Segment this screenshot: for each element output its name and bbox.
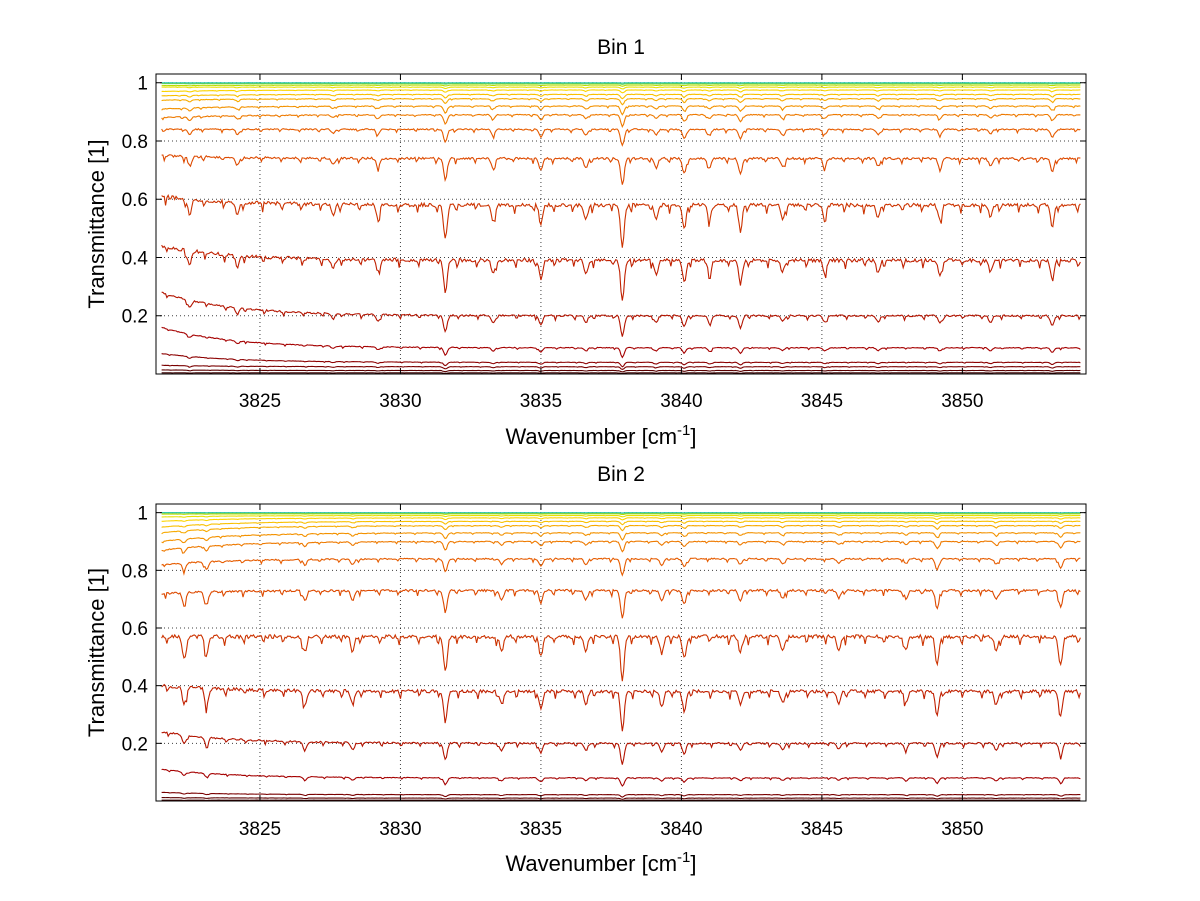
x-axis-label-suffix: ] — [690, 424, 696, 449]
x-tick-label: 3850 — [941, 391, 983, 412]
series-line — [161, 83, 1081, 85]
chart-title: Bin 2 — [597, 463, 645, 486]
y-tick-label: 0.6 — [122, 190, 148, 211]
series-line — [161, 127, 1081, 147]
y-tick-label: 1 — [137, 504, 148, 525]
y-tick-label: 0.2 — [122, 734, 148, 755]
series-line — [161, 514, 1081, 518]
y-tick-label: 0.8 — [122, 561, 148, 582]
x-tick-label: 3840 — [660, 819, 702, 840]
x-axis-label: Wavenumber [cm-1] — [505, 849, 696, 876]
x-tick-label: 3830 — [379, 391, 421, 412]
x-axis-label-text: Wavenumber [cm — [505, 851, 677, 876]
y-axis-label: Transmittance [1] — [84, 568, 109, 737]
series-line — [161, 588, 1081, 619]
plot-area — [161, 82, 1081, 374]
x-axis-label-unit-exponent: -1 — [677, 422, 690, 439]
chart-panel-1: 3825 3830 3835 3840 3845 3850 0.2 0.4 0.6 0.8 1 Bin… — [84, 36, 1087, 449]
x-axis-label-suffix: ] — [690, 851, 696, 876]
x-axis-label-unit-exponent: -1 — [677, 849, 690, 866]
series-line — [161, 93, 1081, 100]
series-line — [161, 791, 1081, 798]
series-line — [161, 513, 1081, 516]
series-line — [161, 105, 1081, 116]
series-line — [161, 683, 1081, 732]
y-tick-label: 1 — [137, 74, 148, 95]
series-line — [161, 796, 1081, 800]
series-line — [161, 97, 1081, 106]
series-line — [161, 531, 1081, 544]
chart-panel-2: 3825 3830 3835 3840 3845 3850 0.2 0.4 0.6 0.8 1 Bin… — [84, 463, 1087, 876]
series-line — [161, 194, 1081, 248]
y-tick-label: 0.4 — [122, 248, 149, 269]
plot-area — [161, 512, 1081, 801]
series-line — [161, 369, 1081, 373]
series-line — [161, 326, 1081, 359]
chart-title: Bin 1 — [597, 36, 645, 59]
series-line — [161, 291, 1081, 337]
x-tick-label: 3845 — [801, 391, 843, 412]
series-line — [161, 89, 1081, 94]
x-tick-label: 3840 — [660, 391, 702, 412]
series-line — [161, 524, 1081, 535]
series-line — [161, 520, 1081, 528]
x-axis-label: Wavenumber [cm-1] — [505, 422, 696, 449]
x-tick-label: 3845 — [801, 819, 843, 840]
series-line — [161, 768, 1081, 787]
y-tick-label: 0.2 — [122, 307, 148, 328]
x-tick-label: 3835 — [520, 391, 562, 412]
axes-frame — [155, 73, 1087, 375]
series-line — [161, 540, 1081, 554]
x-tick-label: 3825 — [239, 391, 281, 412]
series-line — [161, 517, 1081, 522]
x-tick-label: 3825 — [239, 819, 281, 840]
series-line — [161, 154, 1081, 185]
series-line — [161, 633, 1081, 682]
series-line — [161, 86, 1081, 90]
y-tick-label: 0.8 — [122, 132, 148, 153]
x-tick-label: 3850 — [941, 819, 983, 840]
x-tick-label: 3830 — [379, 819, 421, 840]
series-line — [161, 84, 1081, 87]
y-tick-label: 0.4 — [122, 677, 149, 698]
series-line — [161, 364, 1081, 371]
series-line — [161, 244, 1081, 301]
series-line — [161, 113, 1081, 129]
series-line — [161, 372, 1081, 374]
y-tick-label: 0.6 — [122, 619, 148, 640]
x-axis-label-text: Wavenumber [cm — [505, 424, 677, 449]
series-line — [161, 353, 1081, 368]
y-axis-label: Transmittance [1] — [84, 139, 109, 308]
series-line — [161, 557, 1081, 577]
axes-frame — [155, 503, 1087, 802]
x-tick-label: 3835 — [520, 819, 562, 840]
series-line — [161, 731, 1081, 765]
